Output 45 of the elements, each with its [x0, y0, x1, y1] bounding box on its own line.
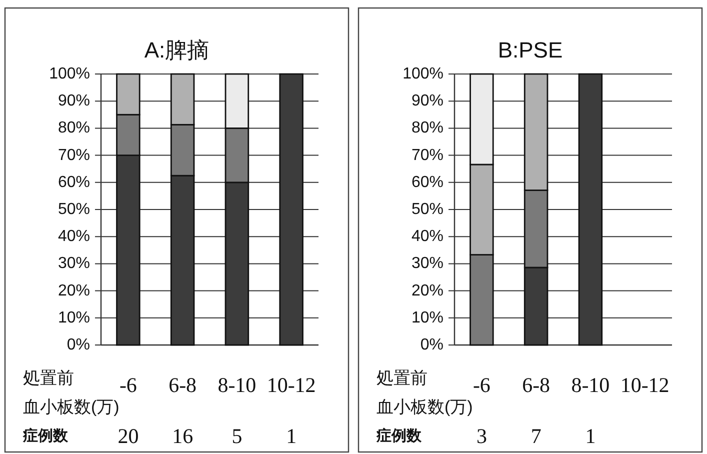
xtick-label: 8-10: [571, 373, 610, 397]
ytick-label: 10%: [58, 309, 90, 326]
xtick-label: 6-8: [522, 373, 550, 397]
ytick-label: 90%: [411, 92, 444, 110]
ytick-label: 30%: [411, 255, 444, 272]
xlabel: 処置前: [376, 368, 428, 388]
annotation-count: 7: [530, 424, 542, 448]
ytick-label: 40%: [58, 228, 90, 246]
annotation-count: 1: [286, 424, 297, 448]
ytick-label: 70%: [58, 146, 90, 164]
ytick-label: 50%: [411, 201, 444, 218]
ytick-label: 20%: [411, 282, 444, 300]
annotation-rowheader: 症例数: [23, 428, 68, 444]
ytick-label: 40%: [411, 228, 444, 246]
xlabel: 血小板数(万): [376, 398, 473, 416]
ytick-label: 20%: [58, 282, 90, 300]
annotation-count: 20: [118, 424, 139, 448]
annotation-count: 16: [172, 424, 194, 448]
xtick-label: 6-8: [168, 373, 197, 397]
xtick-label: -6: [472, 373, 490, 397]
xtick-label: 8-10: [218, 373, 256, 397]
ytick-label: 10%: [411, 309, 444, 326]
ytick-label: 30%: [58, 255, 90, 272]
title: A:脾摘: [144, 38, 210, 62]
ytick-label: 80%: [58, 120, 90, 137]
ytick-label: 60%: [411, 174, 444, 191]
xtick-label: 10-12: [620, 373, 670, 397]
xtick-label: -6: [119, 373, 137, 397]
ytick-label: 60%: [58, 174, 90, 191]
xlabel: 血小板数(万): [23, 398, 120, 416]
annotation-rowheader: 症例数: [376, 428, 422, 444]
title: B:PSE: [498, 38, 563, 62]
ytick-label: 0%: [66, 336, 90, 354]
ytick-label: 100%: [402, 66, 444, 82]
annotation-count: 5: [232, 424, 242, 448]
annotation-count: 1: [585, 424, 596, 448]
ytick-label: 70%: [411, 146, 444, 164]
ytick-label: 90%: [58, 92, 90, 110]
annotation-count: 3: [476, 424, 487, 448]
ytick-label: 0%: [420, 336, 444, 354]
ytick-label: 80%: [411, 120, 444, 137]
ytick-label: 50%: [58, 201, 90, 218]
ytick-label: 100%: [49, 66, 90, 82]
xtick-label: 10-12: [266, 373, 316, 397]
xlabel: 処置前: [23, 368, 74, 388]
